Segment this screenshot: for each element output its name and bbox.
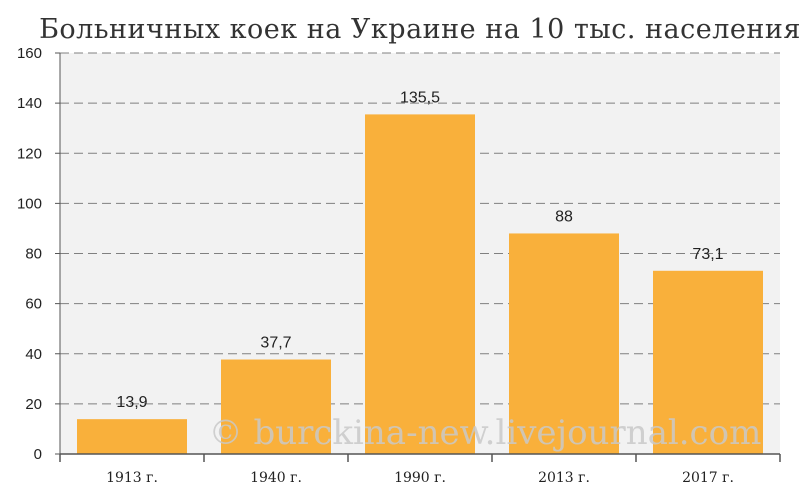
y-axis: 0 20 40 60 80 100 120 140 160 — [17, 45, 61, 463]
y-tick-label: 20 — [25, 396, 42, 413]
y-tick-label: 0 — [34, 446, 42, 463]
x-tick-label: 1940 г. — [250, 470, 302, 486]
x-tick-label: 2013 г. — [538, 470, 590, 486]
y-tick-label: 140 — [17, 95, 42, 112]
y-tick-label: 40 — [25, 346, 42, 363]
bar — [653, 270, 763, 454]
y-tick-label: 100 — [17, 195, 42, 212]
bar — [221, 359, 331, 454]
x-axis: 1913 г. 1940 г. 1990 г. 2013 г. 2017 г. — [59, 453, 781, 486]
watermark-text: © burckina-new.livejournal.com — [209, 413, 762, 453]
bar — [509, 233, 619, 454]
bar — [77, 419, 187, 454]
x-tick-label: 1913 г. — [106, 470, 158, 486]
y-tick-label: 80 — [25, 246, 42, 263]
bars — [77, 114, 763, 454]
y-tick-label: 60 — [25, 296, 42, 313]
data-label: 135,5 — [400, 89, 440, 106]
gridlines — [60, 52, 780, 405]
chart-title: Больничных коек на Украине на 10 тыс. на… — [39, 14, 800, 45]
bar — [365, 114, 475, 454]
data-label: 37,7 — [260, 335, 291, 352]
y-tick-label: 120 — [17, 145, 42, 162]
y-tick-label: 160 — [17, 45, 42, 62]
data-labels: 13,9 37,7 135,5 88 73,1 — [116, 89, 723, 411]
data-label: 13,9 — [116, 394, 147, 411]
data-label: 73,1 — [692, 246, 723, 263]
data-label: 88 — [555, 208, 573, 225]
x-tick-label: 2017 г. — [682, 470, 734, 486]
x-tick-label: 1990 г. — [394, 470, 446, 486]
